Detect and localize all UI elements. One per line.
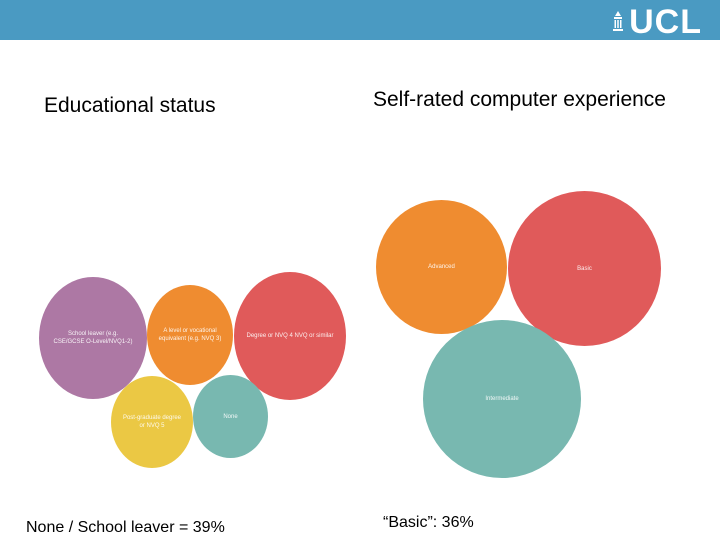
- bubble-advanced: Advanced: [376, 200, 507, 334]
- bubble-label: School leaver (e.g. CSE/GCSE O-Level/NVQ…: [53, 331, 133, 345]
- bubble-none: None: [193, 375, 268, 458]
- ucl-logo: UCL: [611, 4, 702, 40]
- bubble-degree: Degree or NVQ 4 NVQ or similar: [234, 272, 346, 400]
- bubble-label: Advanced: [428, 264, 455, 270]
- bubble-intermediate: Intermediate: [423, 320, 581, 478]
- logo-text: UCL: [629, 3, 702, 41]
- bubble-label: Basic: [577, 265, 592, 272]
- bubble-label: Intermediate: [485, 396, 519, 402]
- bubble-postgraduate: Post-graduate degree or NVQ 5: [111, 376, 193, 468]
- bubble-label: None: [223, 413, 238, 420]
- experience-summary-caption: “Basic”: 36%: [383, 514, 474, 531]
- computer-experience-heading: Self-rated computer experience: [373, 88, 666, 111]
- bubble-label: Degree or NVQ 4 NVQ or similar: [246, 333, 334, 339]
- portico-icon: [613, 11, 624, 31]
- educational-status-heading: Educational status: [44, 94, 216, 117]
- bubble-label: Post-graduate degree or NVQ 5: [122, 415, 182, 429]
- bubble-label: A level or vocational equivalent (e.g. N…: [158, 328, 222, 342]
- bubble-school-leaver: School leaver (e.g. CSE/GCSE O-Level/NVQ…: [39, 277, 147, 399]
- bubble-a-level: A level or vocational equivalent (e.g. N…: [147, 285, 233, 385]
- bubble-basic: Basic: [508, 191, 661, 346]
- education-summary-caption: None / School leaver = 39%: [26, 519, 225, 536]
- header-bar: [0, 0, 720, 40]
